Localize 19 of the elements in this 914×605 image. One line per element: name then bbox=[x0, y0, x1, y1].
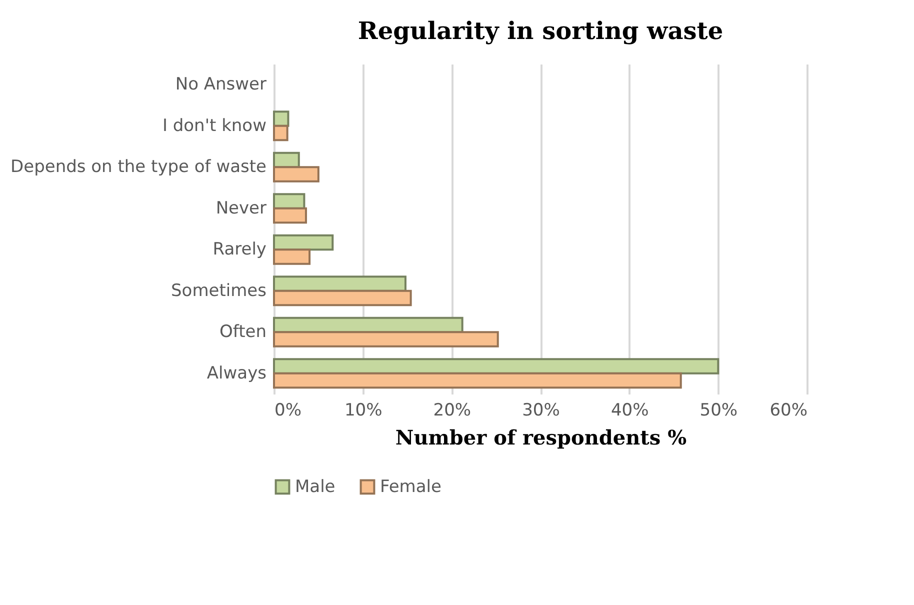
x-tick-label: 50% bbox=[700, 400, 738, 420]
x-axis-title: Number of respondents % bbox=[395, 426, 687, 450]
legend-label: Female bbox=[380, 476, 442, 497]
y-tick-label: Rarely bbox=[212, 240, 266, 260]
x-tick-label: 30% bbox=[522, 400, 560, 420]
x-tick-label: 20% bbox=[433, 400, 472, 420]
x-tick-label: 40% bbox=[610, 400, 649, 420]
y-tick-label: No Answer bbox=[175, 74, 267, 95]
y-tick-label: I don't know bbox=[162, 116, 267, 136]
x-tick-label: 0% bbox=[274, 400, 302, 420]
y-tick-label: Depends on the type of waste bbox=[10, 157, 266, 178]
y-tick-label: Always bbox=[206, 363, 267, 384]
legend-label: Male bbox=[295, 476, 336, 497]
x-tick-label: 10% bbox=[344, 400, 382, 420]
y-tick-label: Often bbox=[220, 322, 266, 342]
x-tick-label: 60% bbox=[770, 400, 808, 420]
chart-title: Regularity in sorting waste bbox=[358, 16, 724, 45]
y-tick-label: Sometimes bbox=[171, 280, 267, 301]
y-tick-label: Never bbox=[216, 198, 267, 218]
